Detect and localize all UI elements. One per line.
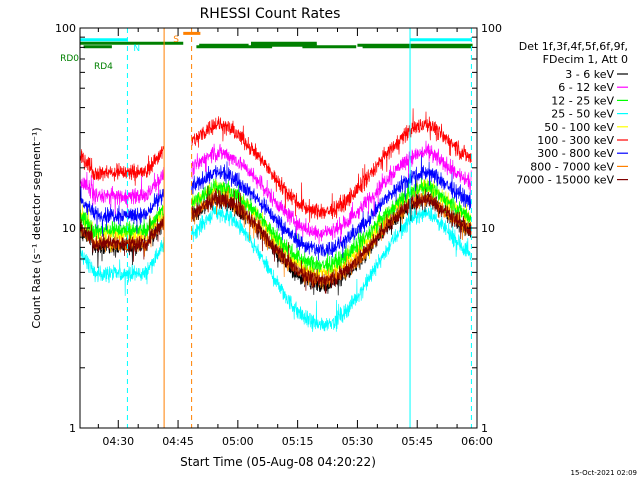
generation-timestamp: 15-Oct-2021 02:09 xyxy=(571,469,637,477)
trace-1-segment-0 xyxy=(79,166,165,215)
flag-label-RD4: RD4 xyxy=(94,62,113,72)
x-tick-label-4: 05:30 xyxy=(342,435,374,448)
legend-label-8: 7000 - 15000 keV xyxy=(516,174,614,187)
legend-label-3: 25 - 50 keV xyxy=(551,108,614,121)
flag-bars: S N RD0 RD4 xyxy=(60,31,473,72)
trace-1-segment-1 xyxy=(191,140,472,245)
series-12-to-25keV xyxy=(79,173,472,275)
y-tick-label-right-1: 10 xyxy=(481,222,495,235)
legend: Det 1f,3f,4f,5f,6f,9f,FDecim 1, Att 0 3 -… xyxy=(516,40,628,187)
trace-2-segment-1 xyxy=(191,173,472,275)
trace-8-segment-0 xyxy=(79,215,165,262)
x-tick-label-2: 05:00 xyxy=(222,435,254,448)
trace-3-segment-0 xyxy=(79,236,165,296)
data-traces xyxy=(79,108,472,332)
y-tick-label-2: 100 xyxy=(55,22,76,35)
legend-label-6: 300 - 800 keV xyxy=(537,147,614,160)
x-tick-label-3: 05:15 xyxy=(282,435,314,448)
trace-3-segment-1 xyxy=(191,194,472,332)
chart-title: RHESSI Count Rates xyxy=(200,6,341,22)
flag-label-S: S xyxy=(173,35,179,45)
x-tick-label-6: 06:00 xyxy=(461,435,493,448)
y-tick-label-right-2: 100 xyxy=(481,22,502,35)
trace-5-segment-0 xyxy=(79,146,165,186)
x-axis-label: Start Time (05-Aug-08 04:20:22) xyxy=(180,455,376,469)
series-100-to-300keV xyxy=(79,108,472,223)
x-tick-label-5: 05:45 xyxy=(401,435,433,448)
legend-label-7: 800 - 7000 keV xyxy=(530,160,614,173)
y-tick-label-right-0: 1 xyxy=(481,422,488,435)
series-300-to-800keV xyxy=(79,150,472,261)
legend-label-0: 3 - 6 keV xyxy=(565,68,614,81)
series-6-to-12keV xyxy=(79,140,472,245)
x-tick-label-0: 04:30 xyxy=(102,435,134,448)
legend-header-line-0: Det 1f,3f,4f,5f,6f,9f, xyxy=(519,40,628,53)
axis-ticks: 04:30 04:45 05:00 05:15 05:30 05:45 06:001 110 1… xyxy=(55,22,502,448)
trace-8-segment-1 xyxy=(191,186,472,294)
trace-6-segment-0 xyxy=(79,186,165,237)
legend-label-1: 6 - 12 keV xyxy=(558,81,614,94)
y-tick-label-1: 10 xyxy=(62,222,76,235)
trace-6-segment-1 xyxy=(191,150,472,261)
y-axis-label: Count Rate (s⁻¹ detector segment⁻¹) xyxy=(30,127,43,328)
legend-header-line-1: FDecim 1, Att 0 xyxy=(543,53,628,66)
flag-label-RD0: RD0 xyxy=(60,54,79,64)
series-25-to-50keV xyxy=(79,194,472,332)
legend-label-2: 12 - 25 keV xyxy=(551,94,614,107)
y-tick-label-0: 1 xyxy=(69,422,76,435)
x-tick-label-1: 04:45 xyxy=(162,435,194,448)
flag-label-N: N xyxy=(133,44,140,54)
trace-5-segment-1 xyxy=(191,108,472,223)
legend-label-5: 100 - 300 keV xyxy=(537,134,614,147)
legend-label-4: 50 - 100 keV xyxy=(544,121,614,134)
series-7000-to-15000keV xyxy=(79,186,472,294)
